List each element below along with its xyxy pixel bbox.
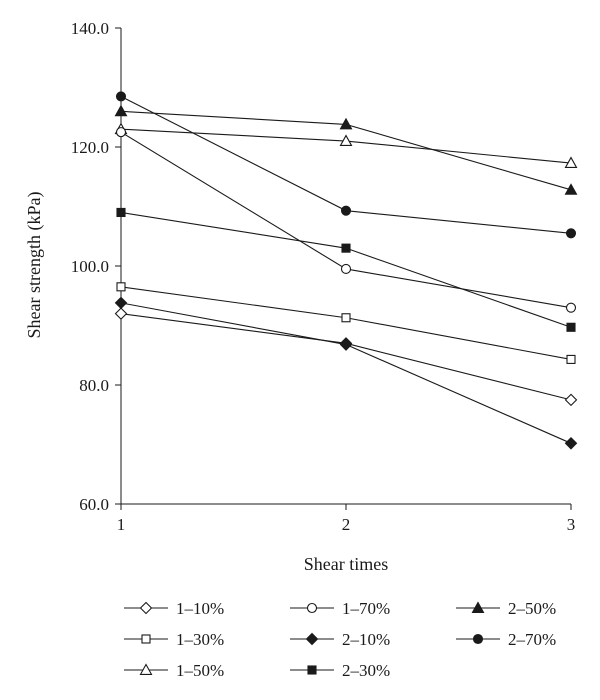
legend-marker — [139, 601, 153, 615]
data-point — [564, 183, 578, 195]
x-tick-label: 2 — [342, 515, 351, 534]
x-tick-label: 1 — [117, 515, 126, 534]
data-point — [564, 437, 578, 450]
y-axis-title: Shear strength (kPa) — [24, 192, 45, 339]
y-ticks: 60.0 80.0 100.0 120.0 140.0 — [71, 19, 121, 514]
data-point — [339, 338, 353, 351]
legend-marker — [141, 634, 151, 644]
legend-marker — [305, 632, 319, 646]
series-line — [120, 302, 572, 444]
legend-item: 1–30% — [124, 630, 224, 649]
series-line — [120, 131, 572, 309]
data-point — [114, 307, 128, 320]
x-tick-label: 3 — [567, 515, 576, 534]
legend-marker — [472, 633, 484, 645]
series-8 — [115, 91, 577, 239]
legend: 1–10% 1–30% 1–50% 1–70% 2–10% 2–30% 2–50% 2–70% — [124, 599, 556, 680]
data-point — [116, 207, 126, 217]
legend-item: 1–70% — [290, 599, 390, 618]
legend-item: 2–70% — [456, 630, 556, 649]
series-4 — [115, 127, 577, 313]
legend-item: 2–10% — [290, 630, 390, 649]
series-2 — [116, 282, 576, 364]
series-6 — [116, 207, 576, 332]
data-point — [564, 393, 578, 407]
data-point — [339, 117, 353, 130]
legend-marker — [307, 665, 317, 675]
legend-item: 1–10% — [124, 599, 224, 618]
data-point — [114, 104, 128, 117]
y-tick-label: 120.0 — [71, 138, 109, 157]
y-tick-label: 60.0 — [79, 495, 109, 514]
x-axis-title: Shear times — [304, 554, 388, 574]
data-point — [565, 302, 577, 313]
data-point — [566, 354, 576, 364]
series-1 — [114, 307, 578, 407]
data-point — [115, 127, 127, 138]
data-point — [340, 205, 352, 216]
legend-label: 1–70% — [342, 599, 390, 618]
data-point — [115, 91, 127, 102]
legend-marker — [306, 602, 318, 614]
legend-label: 2–50% — [508, 599, 556, 618]
series-line — [120, 313, 572, 401]
legend-item: 1–50% — [124, 661, 224, 680]
series-5 — [114, 296, 578, 450]
data-point — [565, 228, 577, 239]
legend-label: 2–10% — [342, 630, 390, 649]
data-point — [339, 134, 353, 146]
data-point — [341, 313, 351, 323]
legend-label: 2–70% — [508, 630, 556, 649]
data-point — [114, 296, 128, 310]
data-point — [564, 156, 578, 169]
series-3 — [114, 122, 578, 169]
data-point — [566, 322, 576, 332]
legend-label: 1–50% — [176, 661, 224, 680]
legend-marker — [139, 663, 153, 675]
legend-marker — [471, 601, 485, 613]
legend-label: 2–30% — [342, 661, 390, 680]
data-point — [116, 282, 126, 292]
legend-label: 1–10% — [176, 599, 224, 618]
y-tick-label: 100.0 — [71, 257, 109, 276]
data-point — [341, 243, 351, 253]
legend-item: 2–50% — [456, 599, 556, 618]
x-ticks: 1 2 3 — [117, 504, 576, 534]
series-line — [120, 128, 572, 164]
plot-area — [114, 91, 578, 450]
y-tick-label: 140.0 — [71, 19, 109, 38]
legend-item: 2–30% — [290, 661, 390, 680]
y-tick-label: 80.0 — [79, 376, 109, 395]
series-7 — [114, 104, 578, 195]
legend-label: 1–30% — [176, 630, 224, 649]
data-point — [340, 263, 352, 275]
